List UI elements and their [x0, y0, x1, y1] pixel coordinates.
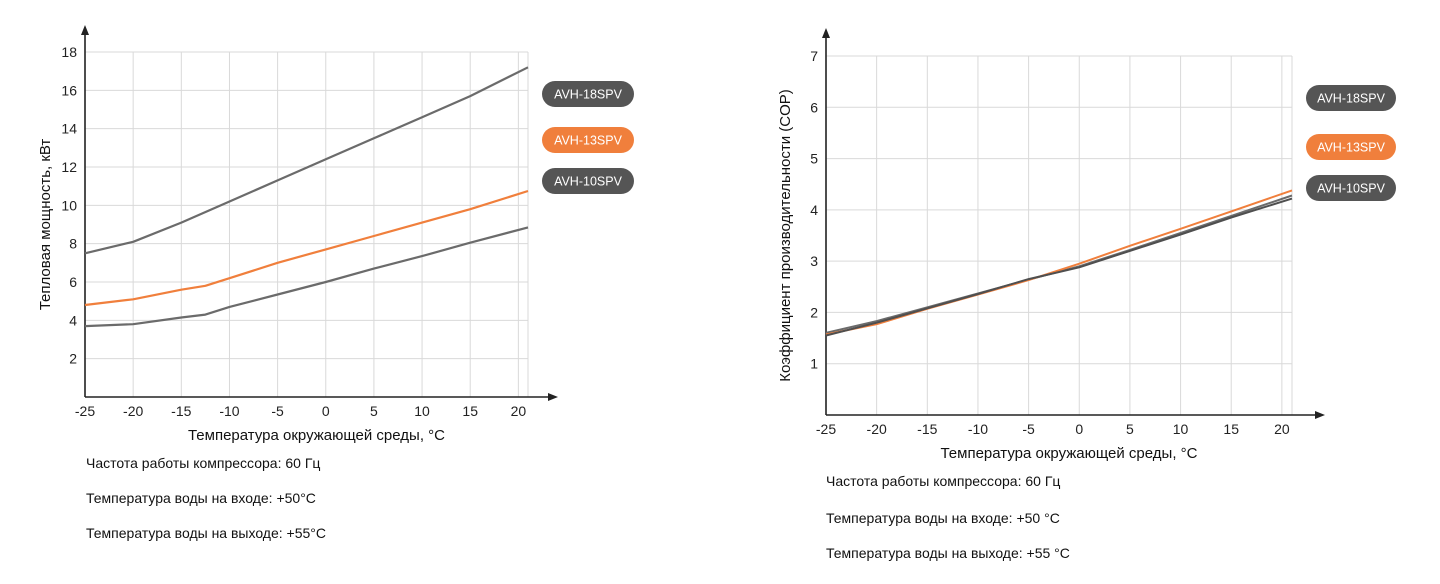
right-note-water-out: Температура воды на выходе: +55 °C	[826, 545, 1070, 561]
left-note-water-out: Температура воды на выходе: +55°C	[86, 525, 326, 541]
right-y-axis-arrow-icon	[822, 28, 830, 38]
left-x-axis-title: Температура окружающей среды, °C	[188, 427, 445, 444]
right-y-axis-title: Коэффициент производительности (COP)	[777, 89, 794, 382]
right-legend-label-avh-13spv: AVH-13SPV	[1317, 141, 1386, 155]
right-x-axis-arrow-icon	[1315, 411, 1325, 419]
left-y-tick-label: 8	[69, 236, 77, 252]
left-series-line-avh-13spv	[84, 189, 529, 307]
right-x-tick-label: -5	[1022, 421, 1035, 437]
left-series-line-avh-18spv	[84, 66, 529, 255]
left-x-tick-label: 0	[322, 403, 330, 419]
left-legend-label-avh-10spv: AVH-10SPV	[554, 175, 623, 189]
left-y-axis-title: Тепловая мощность, кВт	[37, 139, 54, 311]
left-y-tick-label: 6	[69, 274, 77, 290]
left-legend-label-avh-13spv: AVH-13SPV	[554, 134, 623, 148]
right-legend-pill-avh-10spv	[1306, 175, 1396, 201]
right-x-tick-label: 0	[1075, 421, 1083, 437]
right-y-tick-label: 1	[810, 356, 818, 372]
right-legend-pill-avh-18spv	[1306, 85, 1396, 111]
left-y-tick-label: 14	[61, 121, 77, 137]
right-x-tick-label: 10	[1173, 421, 1189, 437]
left-legend-label-avh-18spv: AVH-18SPV	[554, 88, 623, 102]
left-y-tick-label: 4	[69, 312, 77, 328]
left-y-tick-label: 10	[61, 197, 77, 213]
left-x-tick-label: -25	[75, 403, 95, 419]
left-y-tick-label: 18	[61, 44, 77, 60]
right-note-frequency: Частота работы компрессора: 60 Гц	[826, 473, 1061, 489]
left-x-tick-label: -5	[271, 403, 284, 419]
right-y-tick-label: 4	[810, 202, 818, 218]
right-y-tick-label: 5	[810, 151, 818, 167]
left-legend-pill-avh-13spv	[542, 127, 634, 153]
left-x-tick-label: 20	[511, 403, 527, 419]
left-y-tick-label: 12	[61, 159, 77, 175]
left-note-water-in: Температура воды на входе: +50°C	[86, 490, 316, 506]
left-x-tick-label: 5	[370, 403, 378, 419]
left-series-line-avh-10spv	[84, 226, 529, 328]
left-x-axis-arrow-icon	[548, 393, 558, 401]
right-legend-label-avh-10spv: AVH-10SPV	[1317, 182, 1386, 196]
right-x-axis-title: Температура окружающей среды, °C	[940, 445, 1197, 462]
right-chart: -25 -20 -15 -10 -5 0 5 10 15 20 1 2 3 4 5 6 7 Температура…	[777, 28, 1396, 462]
right-x-tick-label: -20	[867, 421, 887, 437]
left-y-tick-label: 16	[61, 82, 77, 98]
right-x-tick-label: -10	[968, 421, 988, 437]
right-x-tick-label: 20	[1274, 421, 1290, 437]
right-x-tick-label: 15	[1223, 421, 1239, 437]
left-x-tick-label: -15	[171, 403, 191, 419]
left-note-frequency: Частота работы компрессора: 60 Гц	[86, 455, 321, 471]
right-legend-label-avh-18spv: AVH-18SPV	[1317, 92, 1386, 106]
left-x-tick-label: 10	[414, 403, 430, 419]
left-x-tick-label: 15	[462, 403, 478, 419]
left-legend-pill-avh-18spv	[542, 81, 634, 107]
right-x-tick-label: -25	[816, 421, 836, 437]
right-y-tick-label: 3	[810, 253, 818, 269]
left-x-tick-label: -10	[219, 403, 239, 419]
right-legend-pill-avh-13spv	[1306, 134, 1396, 160]
left-y-tick-label: 2	[69, 351, 77, 367]
left-chart: -25 -20 -15 -10 -5 0 5 10 15 20 2 4 6 8 10 12 14 16 18 Темп…	[37, 25, 634, 444]
right-y-tick-label: 7	[810, 48, 818, 64]
right-x-tick-label: -15	[917, 421, 937, 437]
left-y-axis-arrow-icon	[81, 25, 89, 35]
right-note-water-in: Температура воды на входе: +50 °C	[826, 510, 1060, 526]
left-legend-pill-avh-10spv	[542, 168, 634, 194]
right-y-tick-label: 2	[810, 304, 818, 320]
right-series-line-avh-10spv	[825, 197, 1293, 337]
right-y-tick-label: 6	[810, 99, 818, 115]
left-x-tick-label: -20	[123, 403, 143, 419]
right-x-tick-label: 5	[1126, 421, 1134, 437]
